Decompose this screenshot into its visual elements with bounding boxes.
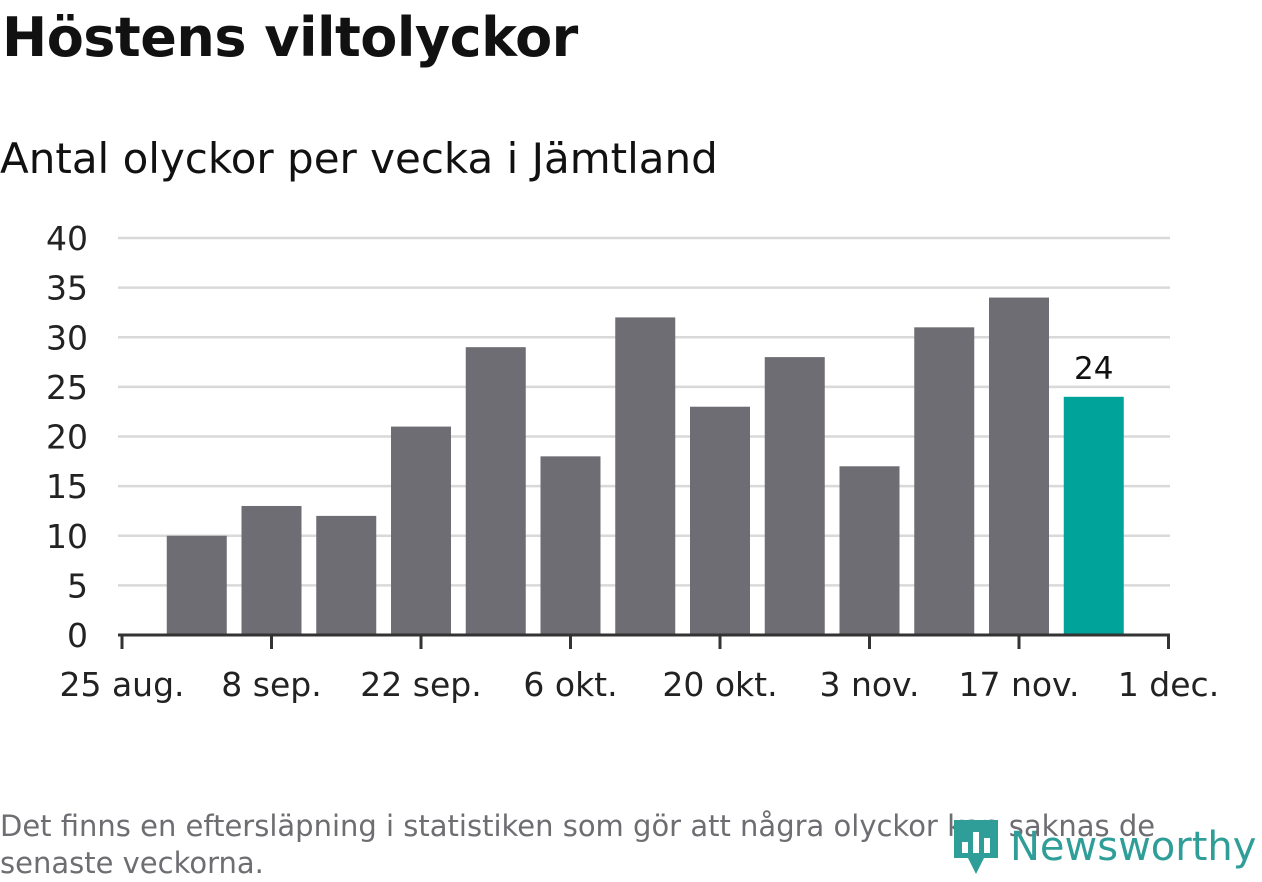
bar	[465, 347, 526, 635]
y-tick-label: 25	[46, 368, 88, 407]
y-tick-label: 30	[46, 318, 88, 357]
bar-chart-pin-icon	[954, 820, 998, 874]
x-tick-label: 6 okt.	[523, 665, 617, 704]
bar	[540, 456, 601, 635]
chart-title: Höstens viltolyckor	[2, 6, 578, 69]
bar	[166, 535, 227, 635]
y-tick-label: 5	[67, 566, 88, 605]
bar	[839, 466, 900, 635]
logo-text: Newsworthy	[1010, 824, 1257, 870]
bar	[615, 317, 676, 635]
y-tick-label: 40	[46, 219, 88, 258]
x-tick-label: 20 okt.	[662, 665, 777, 704]
newsworthy-logo: Newsworthy	[950, 818, 1256, 876]
x-tick-label: 3 nov.	[819, 665, 919, 704]
x-tick-label: 1 dec.	[1118, 665, 1219, 704]
bar	[764, 357, 825, 635]
bar	[914, 327, 975, 635]
bar	[316, 515, 377, 635]
bar	[391, 426, 451, 635]
x-tick-label: 8 sep.	[221, 665, 321, 704]
data-label: 24	[1074, 351, 1113, 387]
x-tick-label: 25 aug.	[59, 665, 184, 704]
y-tick-label: 35	[46, 269, 88, 308]
chart-subtitle: Antal olyckor per vecka i Jämtland	[0, 134, 718, 183]
y-tick-label: 15	[46, 467, 88, 506]
x-tick-label: 17 nov.	[958, 665, 1079, 704]
bar	[1063, 396, 1124, 635]
bar	[989, 297, 1049, 635]
y-tick-label: 0	[67, 616, 88, 655]
bar	[241, 505, 302, 635]
x-tick-label: 22 sep.	[360, 665, 481, 704]
bar	[690, 406, 750, 635]
y-tick-label: 20	[46, 418, 88, 457]
y-tick-label: 10	[46, 517, 88, 556]
